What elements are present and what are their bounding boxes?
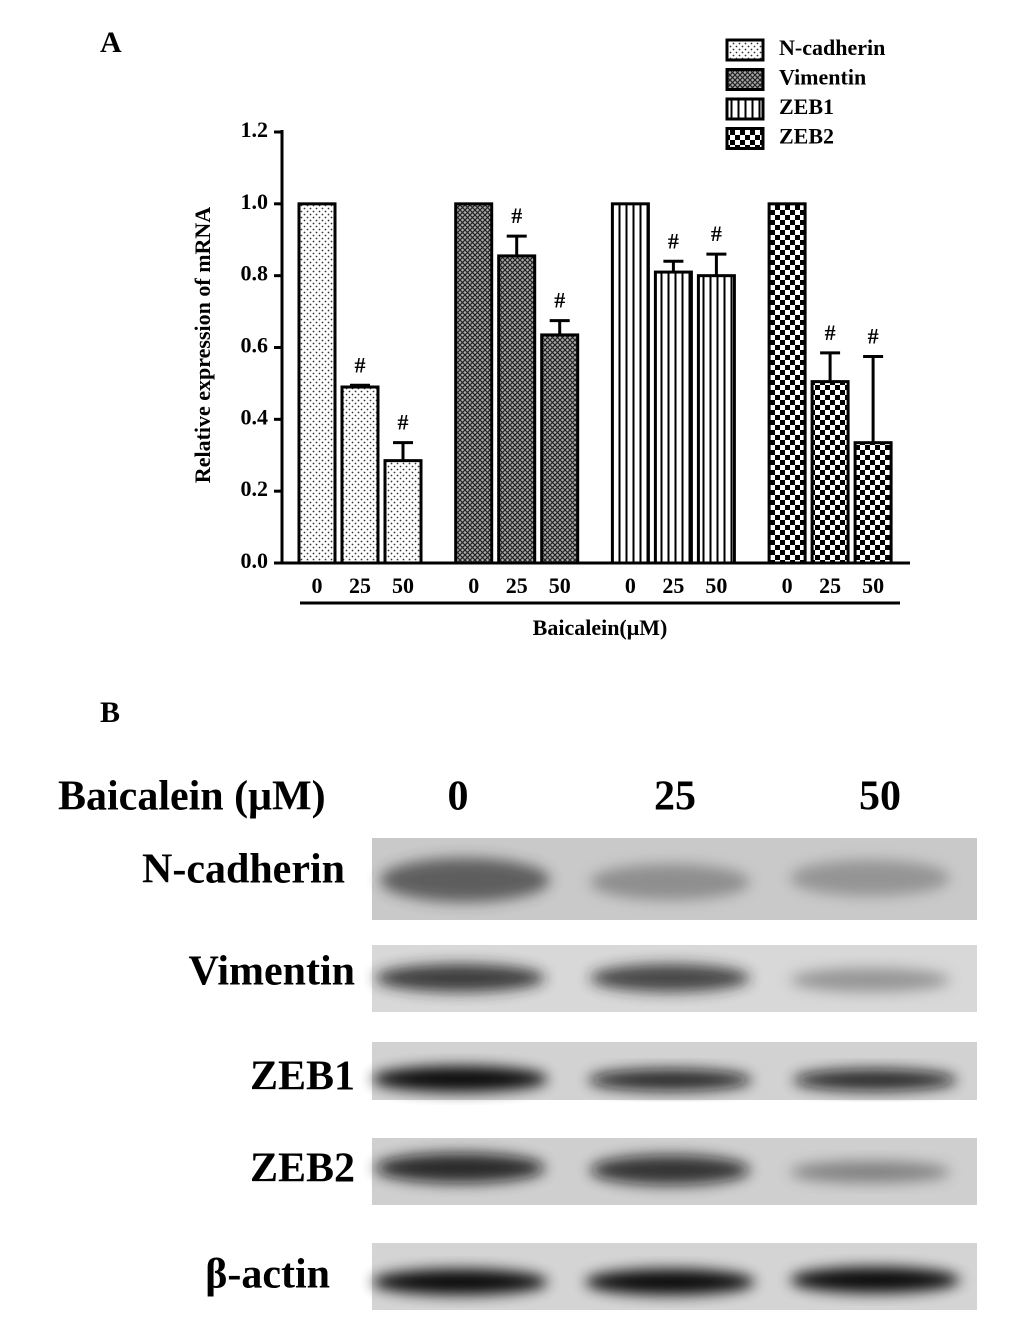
bar: [696, 274, 736, 565]
x-tick-label: 25: [819, 573, 841, 598]
x-tick-label: 25: [349, 573, 371, 598]
y-tick-label: 1.2: [241, 117, 269, 142]
bar: [540, 333, 580, 565]
row-label: N-cadherin: [142, 847, 345, 893]
x-tick-label: 25: [662, 573, 684, 598]
legend-label: ZEB2: [779, 124, 834, 149]
significance-mark: #: [398, 410, 409, 435]
legend-swatch: [725, 127, 765, 150]
x-tick-label: 50: [392, 573, 414, 598]
x-tick-label: 50: [862, 573, 884, 598]
row-label: Vimentin: [189, 949, 355, 995]
error-bar: [663, 259, 684, 273]
significance-mark: #: [711, 221, 722, 246]
blot-strips: [372, 838, 977, 1310]
error-bar: [549, 319, 570, 335]
y-tick-label: 0.2: [241, 476, 269, 501]
x-tick-label: 0: [625, 573, 636, 598]
dose-label: 25: [654, 774, 696, 820]
x-tick-label: 50: [705, 573, 727, 598]
legend-label: N-cadherin: [779, 35, 885, 60]
x-tick-label: 0: [468, 573, 479, 598]
legend-label: ZEB1: [779, 94, 834, 119]
significance-mark: #: [668, 228, 679, 253]
y-tick-label: 1.0: [241, 189, 269, 214]
significance-mark: #: [511, 203, 522, 228]
row-label: ZEB1: [250, 1054, 355, 1100]
bar: [383, 459, 423, 565]
bar: [767, 202, 807, 565]
significance-mark: #: [554, 288, 565, 313]
x-tick-label: 0: [312, 573, 323, 598]
bar: [454, 202, 494, 565]
y-axis-label: Relative expression of mRNA: [190, 207, 215, 483]
legend-label: Vimentin: [779, 65, 866, 90]
error-bar: [506, 234, 527, 256]
error-bar: [863, 354, 884, 443]
bar: [853, 441, 893, 565]
dose-label: 0: [448, 774, 469, 820]
bar: [810, 380, 850, 565]
bar: [497, 254, 537, 565]
significance-mark: #: [868, 324, 879, 349]
y-tick-label: 0.6: [241, 333, 269, 358]
significance-mark: #: [825, 320, 836, 345]
x-tick-label: 0: [782, 573, 793, 598]
x-tick-label: 25: [506, 573, 528, 598]
bar: [653, 270, 693, 565]
error-bar: [706, 252, 727, 276]
panel-label: B: [100, 696, 120, 729]
y-tick-label: 0.0: [241, 548, 269, 573]
x-axis-label: Baicalein(μM): [533, 615, 668, 640]
row-label: ZEB2: [250, 1146, 355, 1192]
row-label: β-actin: [205, 1252, 330, 1298]
bar: [610, 202, 650, 565]
blot-header: Baicalein (μM): [58, 774, 326, 820]
dose-label: 50: [859, 774, 901, 820]
error-bar: [393, 441, 413, 461]
y-tick-label: 0.8: [241, 261, 269, 286]
legend-swatch: [725, 38, 765, 62]
error-bar: [820, 351, 841, 382]
x-tick-label: 50: [549, 573, 571, 598]
legend-swatch: [725, 97, 765, 121]
y-tick-label: 0.4: [241, 404, 269, 429]
panel-label: A: [100, 26, 122, 59]
bar: [297, 202, 337, 565]
bar: [340, 385, 380, 565]
legend-swatch: [725, 68, 765, 91]
significance-mark: #: [355, 352, 366, 377]
